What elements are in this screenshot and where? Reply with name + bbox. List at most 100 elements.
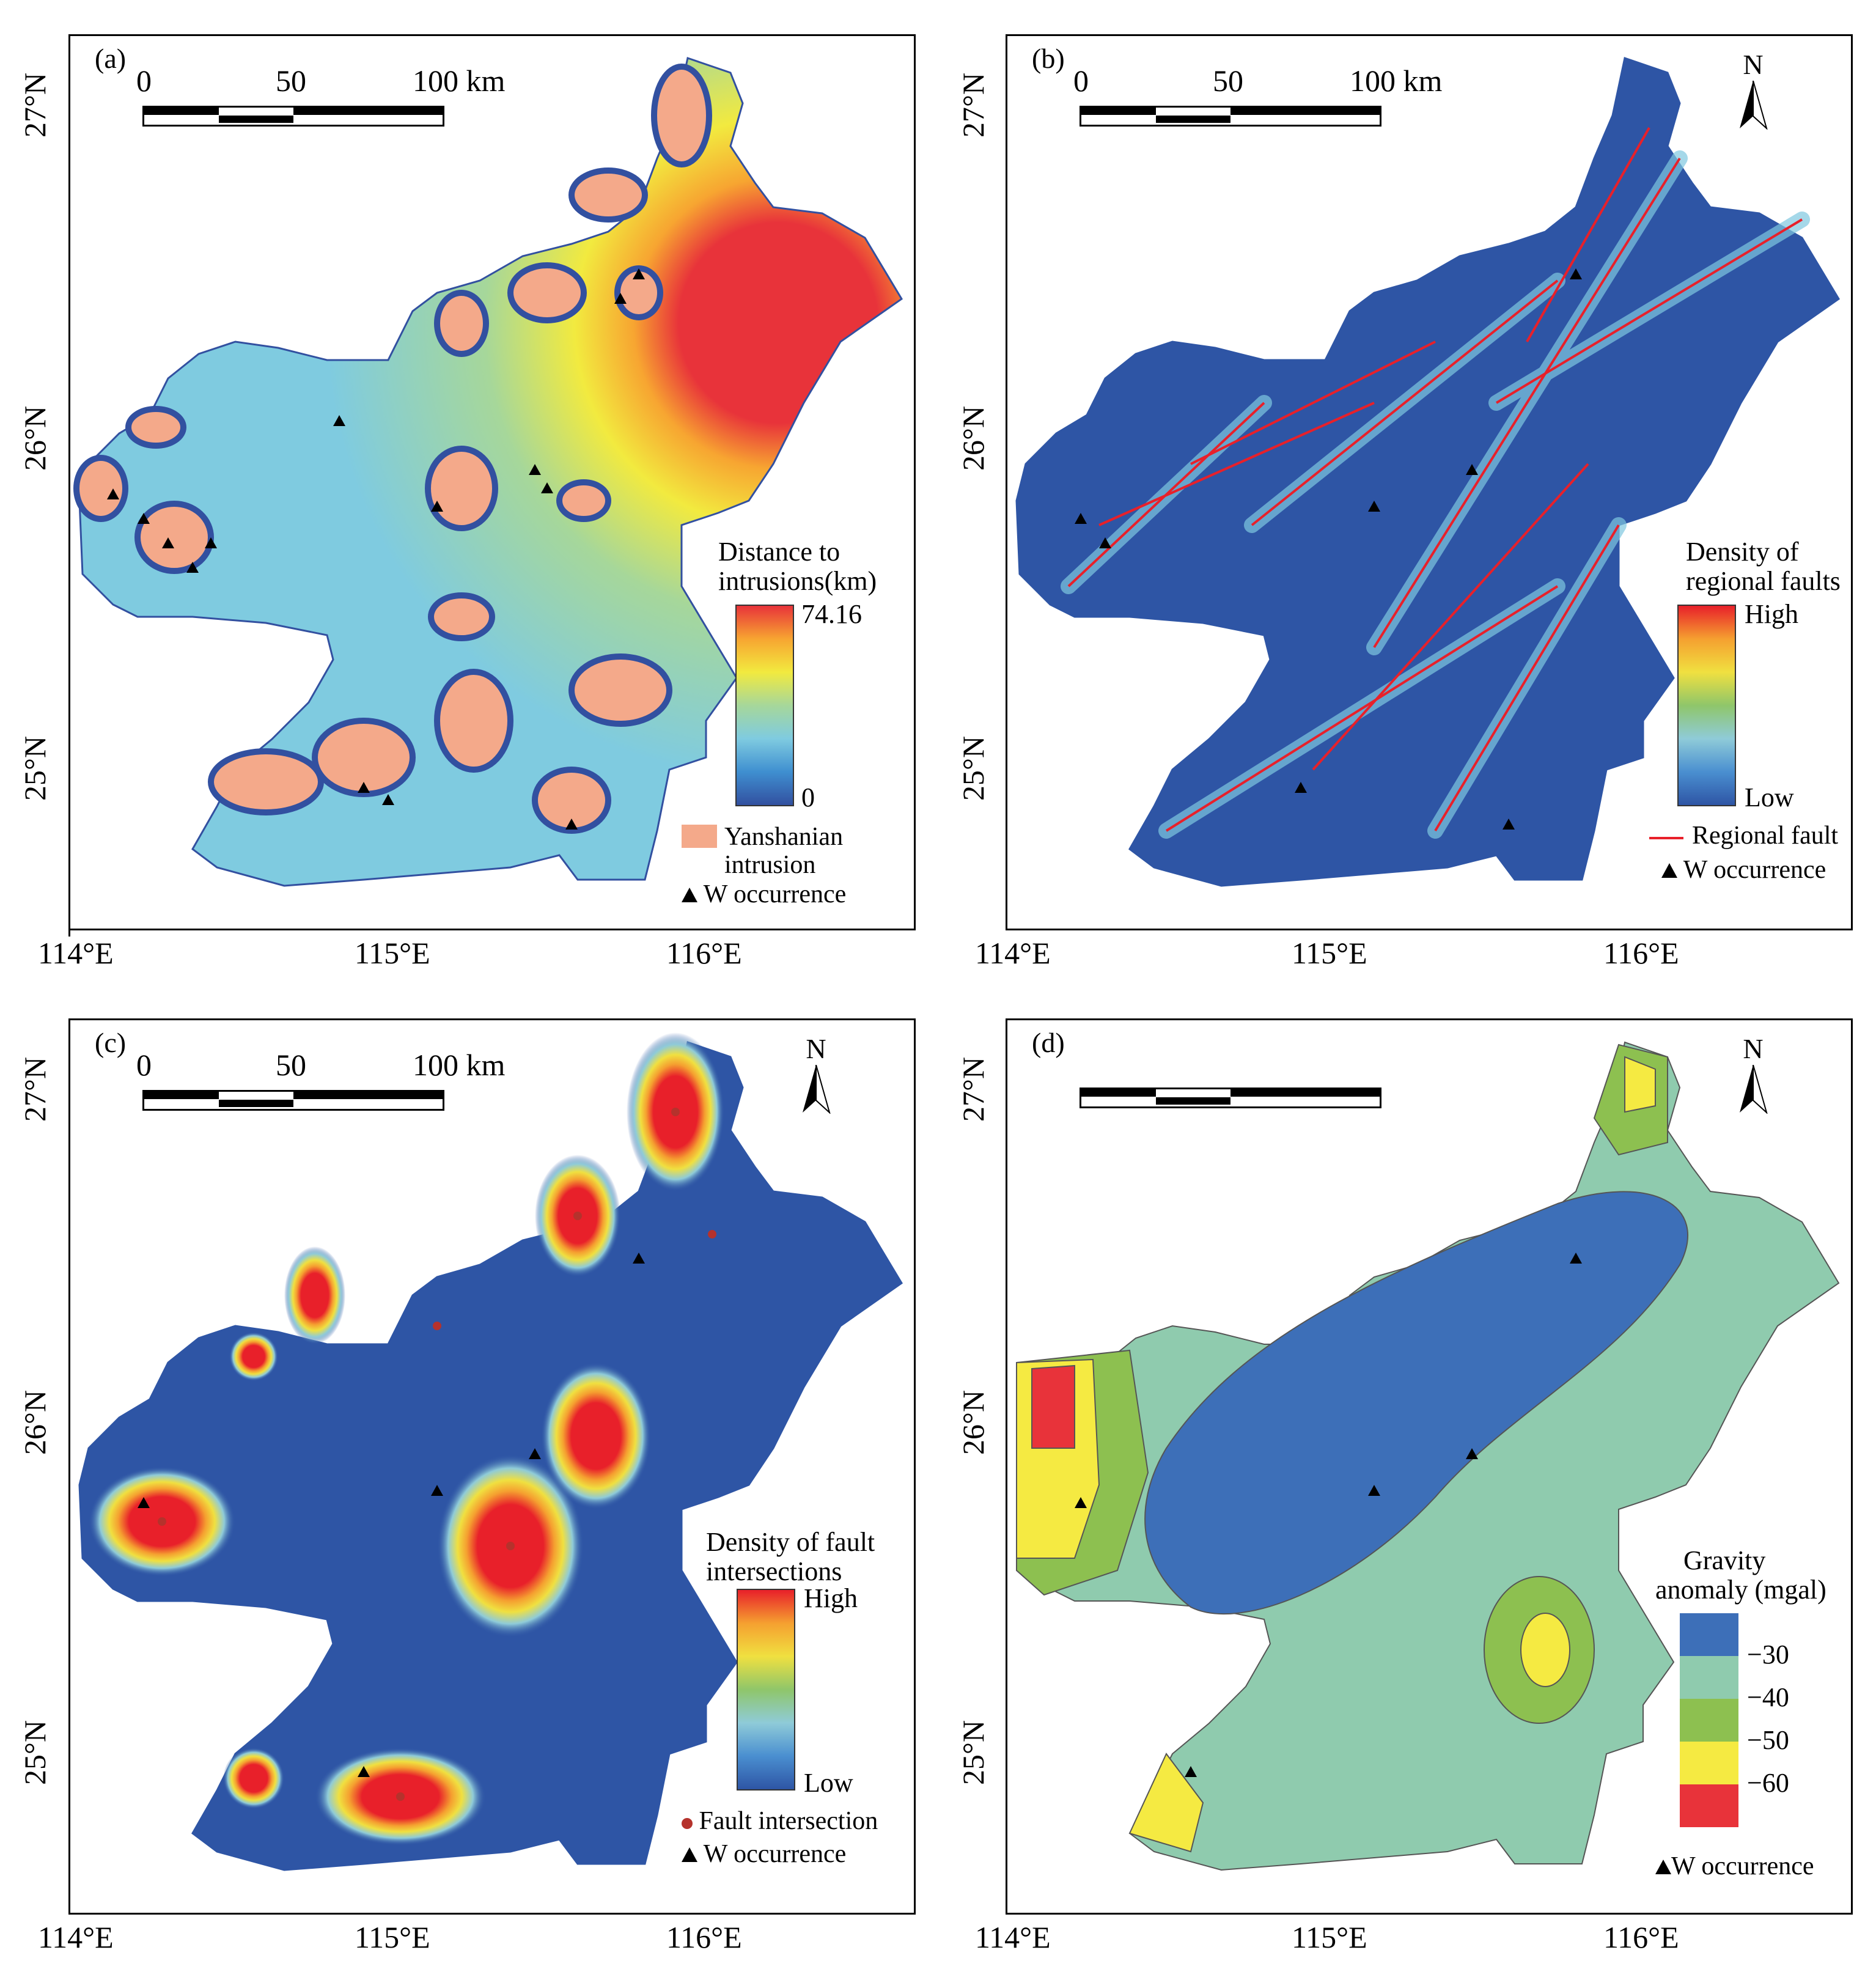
lat-label-26-d: 26°N <box>956 1389 990 1455</box>
scale-label-50: 50 <box>276 1048 306 1082</box>
triangle-icon <box>682 1847 697 1862</box>
w-occurrence-marker <box>138 513 150 524</box>
w-occurrence-marker <box>529 1448 541 1459</box>
color-ramp-intersection-density <box>737 1589 795 1791</box>
regional-fault-line <box>1373 157 1681 649</box>
legend-c: Density of fault intersections High Low … <box>682 1527 878 1868</box>
intersection-hotspot <box>541 1363 651 1509</box>
lon-label-116-d: 116°E <box>1603 1920 1679 1954</box>
intrusion-blob <box>73 455 128 522</box>
lat-label-26-c: 26°N <box>18 1389 52 1455</box>
regional-fault-line <box>1434 524 1620 832</box>
lon-label-116-b: 116°E <box>1603 936 1679 970</box>
gravity-zone-minus30 <box>1144 1191 1688 1615</box>
map-frame-c: (c) N 0 50 100 km Density of fault inter… <box>68 1018 916 1915</box>
lat-label-25-d: 25°N <box>956 1720 990 1785</box>
lat-label-26-b: 26°N <box>956 405 990 471</box>
ramp-low-label-b: Low <box>1745 782 1794 812</box>
occurrence-label-a: W occurrence <box>703 880 847 908</box>
w-occurrence-marker <box>1368 501 1380 512</box>
w-occurrence-marker <box>1075 513 1087 524</box>
w-occurrence-marker <box>1185 1766 1197 1777</box>
w-occurrence-marker <box>1075 1497 1087 1508</box>
gravity-class-swatch <box>1680 1613 1738 1656</box>
lat-label-27-c: 27°N <box>18 1056 52 1122</box>
w-occurrence-marker <box>565 819 578 830</box>
scale-label-100: 100 km <box>413 64 506 98</box>
panel-a: (a) 0 50 100 km Distance to intrusions(k… <box>0 0 938 984</box>
gravity-class-swatch <box>1680 1656 1738 1699</box>
ramp-low-label-c: Low <box>804 1768 853 1798</box>
intrusion-swatch <box>682 825 717 848</box>
fault-intersections-c <box>158 1108 716 1801</box>
intrusion-blob <box>651 64 712 167</box>
w-occurrence-marker <box>1466 464 1478 475</box>
w-occurrence-marker <box>431 501 443 512</box>
scale-label-0: 0 <box>136 64 152 98</box>
map-frame-a: (a) 0 50 100 km Distance to intrusions(k… <box>68 34 916 930</box>
fault-intersection-point <box>158 1517 166 1526</box>
triangle-icon <box>682 888 697 902</box>
intrusion-blob <box>507 262 587 323</box>
scale-label-0: 0 <box>136 1048 152 1082</box>
w-occurrence-marker <box>1570 1253 1582 1264</box>
w-occurrence-marker <box>1295 782 1307 793</box>
panel-d: (d) N Gravity anomaly (mgal) −30 −40 −50… <box>938 984 1876 1969</box>
scale-bar-graphic <box>1080 106 1381 127</box>
region-shape-c <box>78 1041 903 1871</box>
map-frame-b: (b) N 0 50 100 km Density of regional fa… <box>1006 34 1853 930</box>
intersection-label-c: Fault intersection <box>699 1807 878 1835</box>
intrusion-blob <box>434 669 513 773</box>
scale-label-100: 100 km <box>1350 64 1443 98</box>
lat-label-25-a: 25°N <box>18 735 52 801</box>
scale-label-0: 0 <box>1073 64 1089 98</box>
legend-b: Density of regional faults High Low Regi… <box>1649 537 1841 884</box>
scale-bar-graphic <box>142 1090 444 1111</box>
fault-legend-label: Regional fault <box>1692 822 1839 850</box>
w-occurrence-marker <box>333 415 345 426</box>
lon-label-114-d: 114°E <box>975 1920 1051 1954</box>
scale-label-50: 50 <box>1213 64 1243 98</box>
regional-fault-line <box>1312 463 1589 771</box>
ramp-high-label-b: High <box>1745 599 1798 629</box>
intrusion-blob <box>428 592 495 641</box>
occurrence-legend-b: W occurrence <box>1661 855 1826 885</box>
w-occurrence-marker <box>1503 819 1515 830</box>
ramp-high-label-c: High <box>804 1583 858 1613</box>
intersection-legend: Fault intersection <box>682 1806 878 1836</box>
intrusion-blob <box>312 718 416 797</box>
w-occurrence-marker <box>1099 537 1111 548</box>
map-canvas-d <box>1015 1041 1840 1871</box>
lon-label-116-c: 116°E <box>666 1920 742 1954</box>
north-arrow-icon <box>1740 1064 1768 1115</box>
legend-title-c-1: Density of fault <box>706 1527 875 1557</box>
gravity-class-label: −50 <box>1747 1725 1789 1755</box>
scale-label-100: 100 km <box>413 1048 506 1082</box>
lat-label-25-b: 25°N <box>956 735 990 801</box>
w-occurrence-marker <box>107 488 119 499</box>
intersection-hotspot <box>229 1332 278 1381</box>
w-occurrence-marker <box>205 537 217 548</box>
lat-label-27-d: 27°N <box>956 1056 990 1122</box>
panel-c: (c) N 0 50 100 km Density of fault inter… <box>0 984 938 1969</box>
north-label: N <box>1743 49 1764 80</box>
w-occurrence-marker <box>614 293 627 304</box>
lon-label-114-b: 114°E <box>975 936 1051 970</box>
lat-label-27-b: 27°N <box>956 72 990 138</box>
lon-label-116-a: 116°E <box>666 936 742 970</box>
gravity-zone-minus50 <box>1128 1753 1204 1853</box>
north-arrow-icon <box>803 1064 831 1115</box>
occurrence-legend-d: W occurrence <box>1655 1852 1814 1881</box>
occurrence-legend-a: W occurrence <box>682 880 846 909</box>
legend-a: Distance to intrusions(km) 74.16 0 Yansh… <box>682 537 877 908</box>
fault-intersection-point <box>671 1108 680 1116</box>
panel-label-a: (a) <box>95 43 127 74</box>
legend-title-d-2: anomaly (mgal) <box>1655 1575 1826 1605</box>
gravity-zones-d <box>1016 1043 1688 1853</box>
occurrence-label-c: W occurrence <box>703 1840 847 1868</box>
gravity-zone-minus50 <box>1520 1613 1570 1687</box>
panel-b: (b) N 0 50 100 km Density of regional fa… <box>938 0 1876 984</box>
intrusion-blob <box>434 290 489 357</box>
w-occurrence-marker <box>633 268 645 279</box>
fault-intersection-point <box>506 1542 515 1550</box>
